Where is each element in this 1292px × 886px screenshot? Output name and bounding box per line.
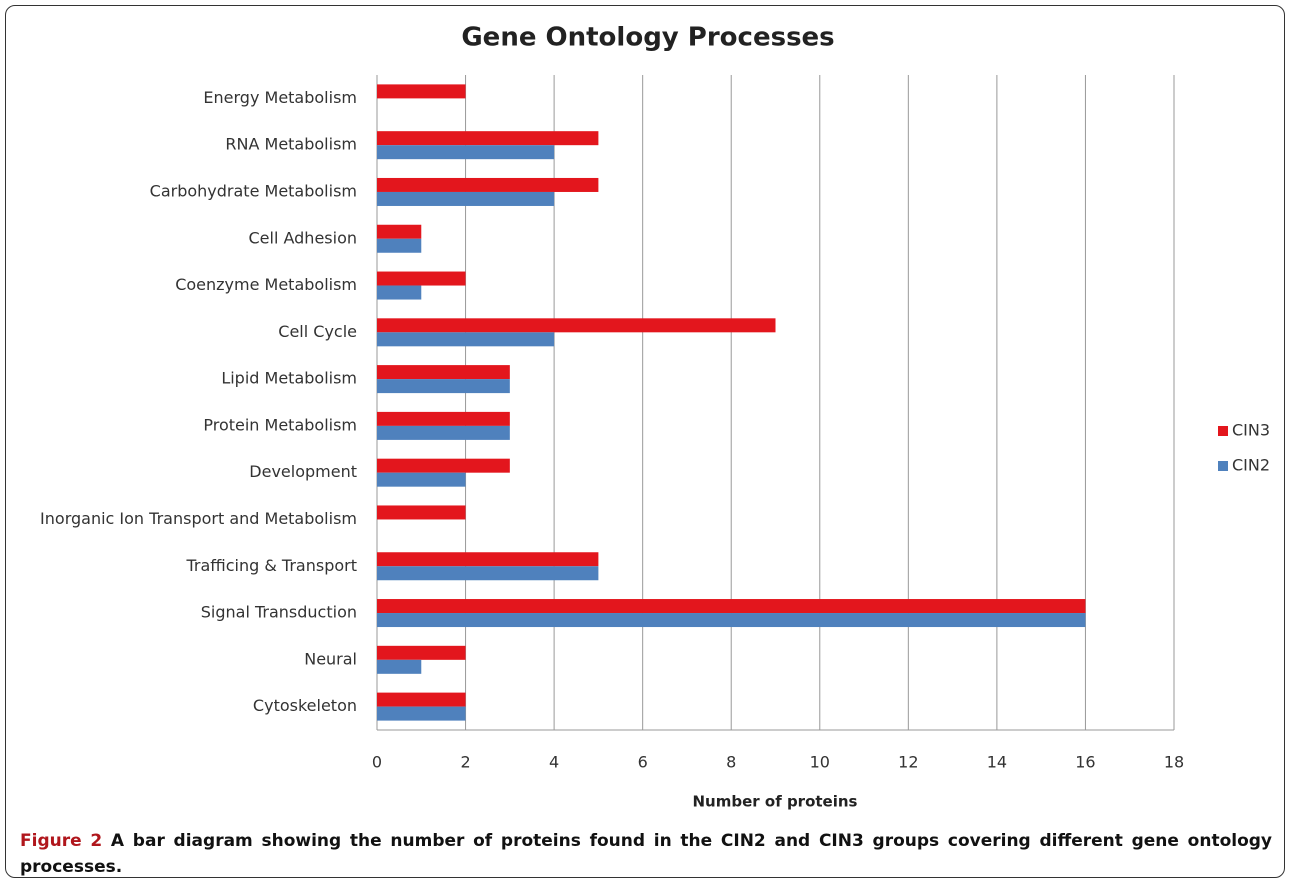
y-tick-label: Signal Transduction (201, 603, 357, 622)
figure-frame (5, 5, 1285, 878)
bar (377, 552, 599, 567)
x-tick-label: 12 (898, 753, 918, 772)
bar (377, 599, 1086, 614)
bar (377, 365, 510, 380)
y-tick-label: Neural (304, 649, 357, 668)
x-tick-label: 8 (726, 753, 736, 772)
x-tick-label: 16 (1075, 753, 1095, 772)
chart-title: Gene Ontology Processes (461, 23, 834, 53)
y-tick-label: Energy Metabolism (203, 88, 357, 107)
bar (377, 505, 466, 520)
bar (377, 458, 510, 473)
legend-swatch (1218, 461, 1228, 471)
legend-label: CIN3 (1232, 421, 1270, 440)
bar (377, 613, 1086, 628)
x-tick-label: 0 (372, 753, 382, 772)
y-tick-label: Protein Metabolism (203, 415, 357, 434)
x-tick-label: 4 (549, 753, 559, 772)
bar (377, 472, 466, 487)
bar (377, 645, 466, 660)
bar (377, 706, 466, 721)
bar (377, 566, 599, 581)
caption-label: Figure 2 (20, 831, 103, 851)
bar (377, 177, 599, 192)
y-tick-label: Development (249, 462, 357, 481)
y-tick-label: Cell Cycle (278, 322, 357, 341)
bar (377, 332, 555, 347)
bar (377, 318, 776, 333)
bar (377, 271, 466, 286)
x-tick-label: 6 (638, 753, 648, 772)
x-tick-label: 2 (460, 753, 470, 772)
x-tick-label: 14 (987, 753, 1007, 772)
x-tick-label: 18 (1164, 753, 1184, 772)
legend-swatch (1218, 426, 1228, 436)
bar (377, 238, 422, 253)
y-tick-label: RNA Metabolism (225, 135, 357, 154)
bar (377, 131, 599, 146)
legend-label: CIN2 (1232, 456, 1270, 475)
bar (377, 425, 510, 440)
y-tick-label: Carbohydrate Metabolism (150, 181, 357, 200)
bar (377, 285, 422, 300)
chart: Gene Ontology Processes Number of protei… (40, 23, 1270, 811)
y-tick-label: Trafficing & Transport (185, 556, 357, 575)
x-tick-label: 10 (810, 753, 830, 772)
y-tick-label: Cytoskeleton (253, 696, 357, 715)
y-tick-label: Cell Adhesion (248, 228, 357, 247)
caption-text: A bar diagram showing the number of prot… (20, 831, 1273, 877)
bar (377, 692, 466, 707)
y-tick-label: Coenzyme Metabolism (175, 275, 357, 294)
bar (377, 84, 466, 99)
caption: Figure 2 A bar diagram showing the numbe… (20, 828, 1272, 880)
x-axis-label: Number of proteins (693, 793, 858, 811)
bar (377, 379, 510, 394)
bar (377, 659, 422, 674)
y-tick-label: Inorganic Ion Transport and Metabolism (40, 509, 357, 528)
y-tick-label: Lipid Metabolism (221, 369, 357, 388)
bar (377, 411, 510, 426)
bar (377, 145, 555, 160)
bar (377, 191, 555, 206)
bar (377, 224, 422, 239)
